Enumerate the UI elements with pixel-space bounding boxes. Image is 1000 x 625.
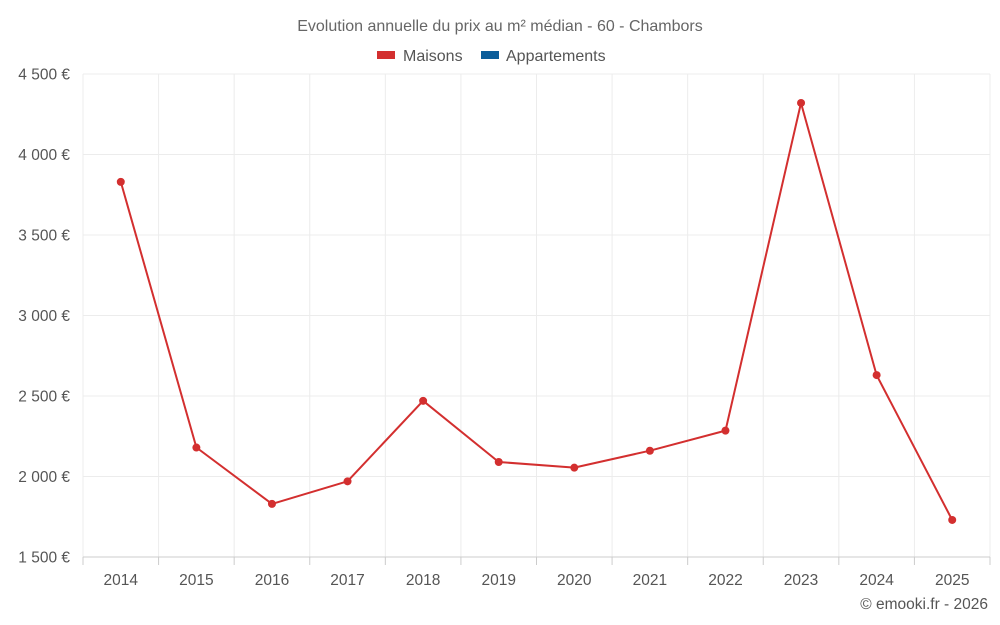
- data-point-2024: [872, 371, 881, 380]
- x-tick-label: 2024: [859, 572, 894, 589]
- data-point-2017: [343, 477, 352, 486]
- x-tick-label: 2025: [935, 572, 969, 589]
- x-tick-label: 2017: [330, 572, 364, 589]
- legend: Maisons Appartements: [377, 48, 606, 65]
- x-tick-label: 2015: [179, 572, 213, 589]
- y-tick-label: 3 000 €: [18, 308, 70, 325]
- y-tick-label: 1 500 €: [18, 550, 70, 567]
- chart-title: Evolution annuelle du prix au m² médian …: [297, 18, 703, 35]
- y-tick-label: 4 000 €: [18, 147, 70, 164]
- data-point-2025: [948, 515, 957, 524]
- data-point-2021: [645, 446, 654, 455]
- data-point-2022: [721, 426, 730, 435]
- grid: [82, 73, 991, 558]
- series-line-maisons: [119, 102, 954, 521]
- x-tick-label: 2023: [784, 572, 818, 589]
- data-point-2019: [494, 458, 503, 467]
- x-tick-label: 2020: [557, 572, 592, 589]
- data-point-2016: [267, 499, 276, 508]
- legend-item-appartements[interactable]: Appartements: [481, 48, 606, 65]
- x-tick-label: 2021: [633, 572, 667, 589]
- y-tick-label: 2 500 €: [18, 389, 70, 406]
- y-axis: 1 500 € 2 000 € 2 500 € 3 000 € 3 500 € 4 000…: [18, 67, 70, 567]
- x-tick-label: 2018: [406, 572, 440, 589]
- credit-text: © emooki.fr - 2026: [860, 596, 988, 613]
- y-tick-label: 4 500 €: [18, 67, 70, 84]
- legend-swatch: [377, 51, 395, 59]
- x-axis: 2014 2015 2016 2017 2018 2019 2020 2021 2022 2023…: [82, 557, 991, 589]
- x-tick-label: 2022: [708, 572, 742, 589]
- data-point-2018: [419, 396, 428, 405]
- y-tick-label: 2 000 €: [18, 469, 70, 486]
- data-point-2023: [797, 98, 806, 107]
- x-tick-label: 2019: [481, 572, 515, 589]
- data-point-2020: [570, 463, 579, 472]
- y-tick-label: 3 500 €: [18, 228, 70, 245]
- data-point-2015: [192, 443, 201, 452]
- data-point-2014: [116, 177, 125, 186]
- legend-label: Appartements: [506, 48, 606, 65]
- series-layer: [116, 98, 957, 524]
- x-tick-label: 2016: [255, 572, 289, 589]
- legend-item-maisons[interactable]: Maisons: [377, 48, 463, 65]
- legend-label: Maisons: [403, 48, 463, 65]
- x-tick-label: 2014: [104, 572, 139, 589]
- legend-swatch: [481, 51, 499, 59]
